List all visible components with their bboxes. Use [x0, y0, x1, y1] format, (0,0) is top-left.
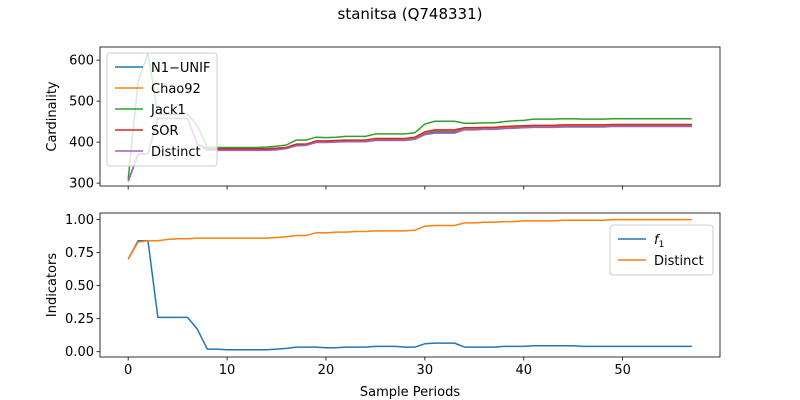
x-tick-label: 40 — [515, 363, 532, 378]
legend-entry: Chao92 — [151, 82, 201, 97]
legend-entry: Jack1 — [150, 103, 186, 118]
y-tick-label: 0.50 — [65, 279, 94, 294]
y-tick-label: 0.00 — [65, 345, 94, 360]
y-tick-label: 1.00 — [65, 213, 94, 228]
indicators-panel: 0 10 20 30 40 50 0.00 0.25 0.50 0.75 1.00 Indicator… — [45, 212, 721, 400]
x-tick-label: 0 — [124, 363, 132, 378]
y-tick-label: 600 — [69, 54, 94, 69]
legend-box — [609, 224, 714, 276]
x-tick-label: 20 — [318, 363, 335, 378]
x-tick-label: 10 — [219, 363, 236, 378]
y-axis-label: Indicators — [45, 253, 60, 317]
legend-entry: Distinct — [151, 145, 201, 160]
axes-frame — [99, 46, 721, 187]
y-tick-label: 0.25 — [65, 312, 94, 327]
series-line-n1-unif — [127, 117, 692, 182]
y-tick-label: 400 — [69, 136, 94, 151]
x-tick-label: 30 — [417, 363, 434, 378]
y-tick-label: 300 — [69, 177, 94, 192]
x-tick-label: 50 — [614, 363, 631, 378]
y-tick-label: 0.75 — [65, 246, 94, 261]
series-line-distinct — [127, 218, 692, 260]
series-line-jack1 — [127, 52, 692, 180]
axes-frame — [99, 212, 721, 358]
legend: f1 Distinct — [609, 224, 714, 276]
series-line-distinct — [127, 117, 692, 182]
x-axis-label: Sample Periods — [360, 385, 460, 400]
legend-entry: SOR — [151, 124, 179, 139]
legend-entry: f1 — [654, 233, 664, 250]
figure-title: stanitsa (Q748331) — [338, 5, 483, 23]
cardinality-panel: 300 400 500 600 Cardinality N1−UNIF Chao92 Jack… — [45, 46, 721, 192]
series-line-sor — [127, 117, 692, 182]
y-axis-label: Cardinality — [45, 81, 60, 152]
series-line-f1 — [127, 239, 692, 351]
legend: N1−UNIF Chao92 Jack1 SOR Distinct — [106, 52, 218, 167]
legend-entry: Distinct — [654, 254, 704, 269]
legend-box — [106, 52, 218, 167]
y-tick-label: 500 — [69, 95, 94, 110]
legend-entry: N1−UNIF — [151, 61, 210, 76]
